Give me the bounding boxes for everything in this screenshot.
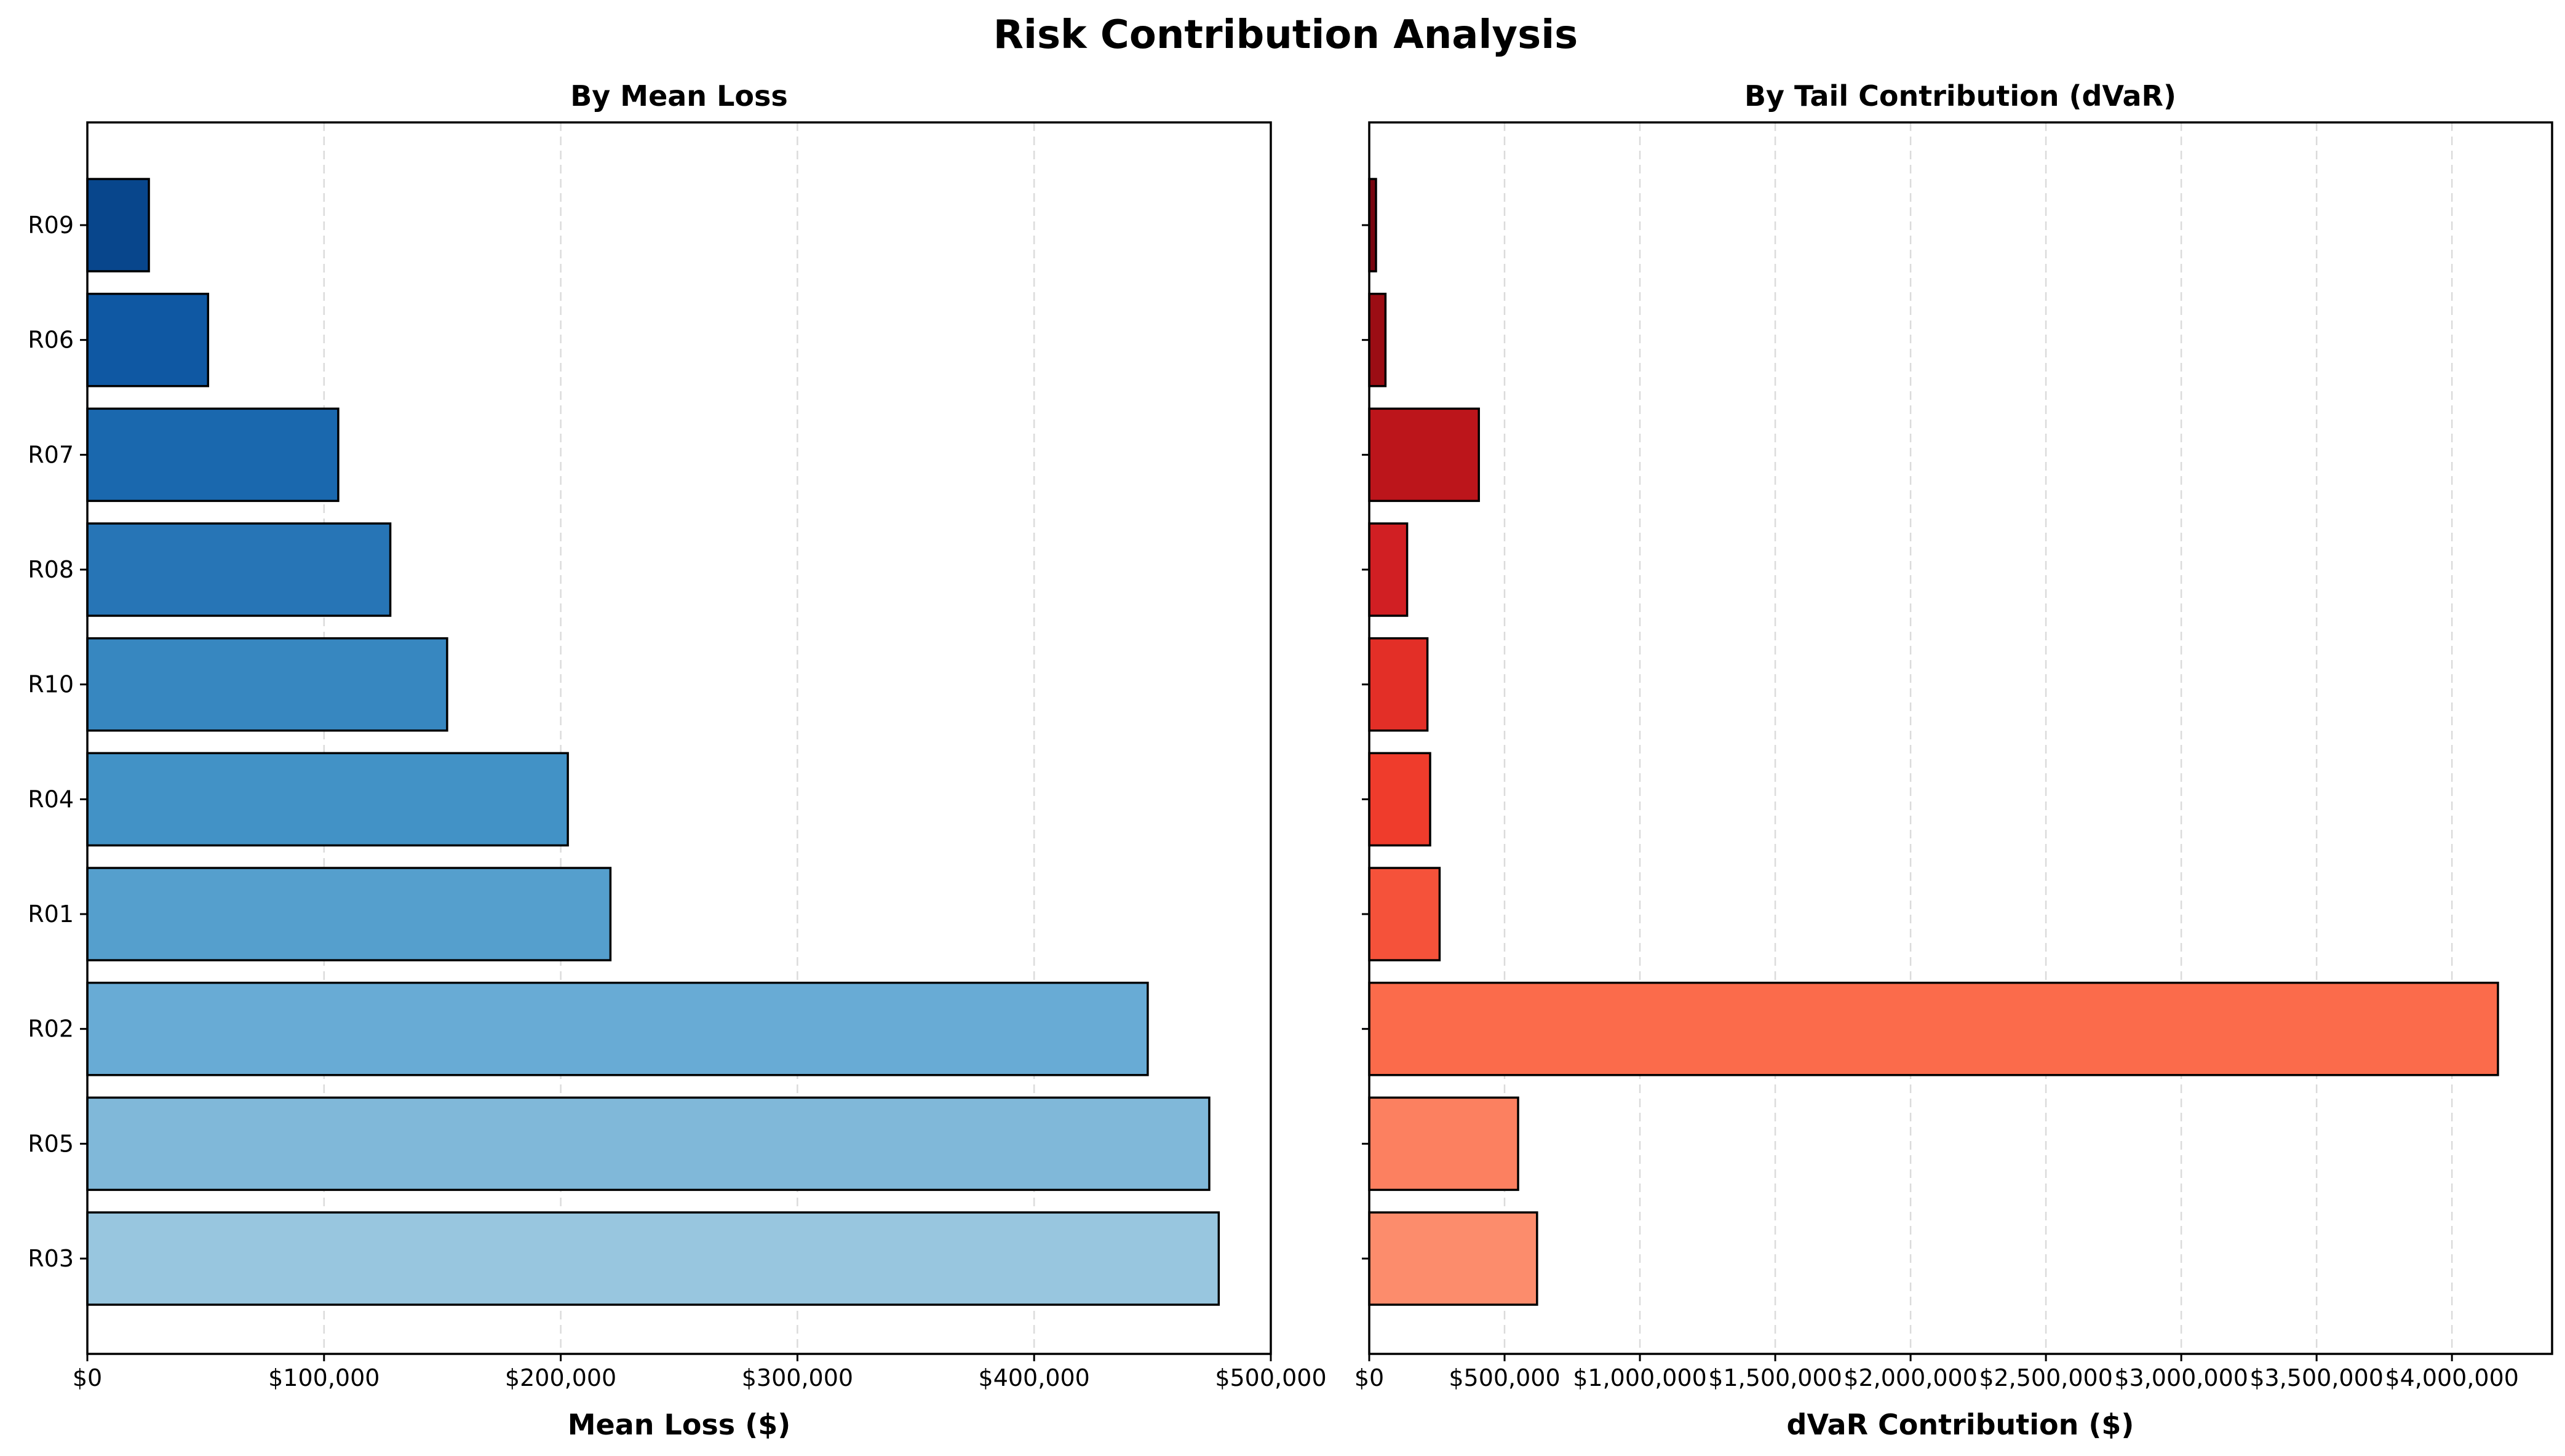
dvar-x-tick-label: $2,000,000 bbox=[1843, 1364, 1978, 1391]
dvar-x-tick-label: $3,500,000 bbox=[2249, 1364, 2384, 1391]
dvar-x-tick-label: $0 bbox=[1354, 1364, 1384, 1391]
mean-loss-x-tick-label: $300,000 bbox=[742, 1364, 853, 1391]
mean-loss-y-tick-label: R07 bbox=[28, 441, 74, 468]
mean-loss-panel-title: By Mean Loss bbox=[570, 79, 788, 113]
mean-loss-y-ticks: R09 R06 R07 R08 R10 R04 R01 R02 R05 R03 bbox=[28, 212, 87, 1272]
mean-loss-y-tick-label: R03 bbox=[28, 1245, 74, 1272]
dvar-bar-r01 bbox=[1368, 867, 1441, 961]
mean-loss-bar-r01 bbox=[86, 867, 612, 961]
mean-loss-y-tick-label: R06 bbox=[28, 327, 74, 354]
dvar-x-tick-label: $2,500,000 bbox=[1979, 1364, 2113, 1391]
dvar-bar-r04 bbox=[1368, 752, 1431, 847]
dvar-x-tick-label: $3,000,000 bbox=[2114, 1364, 2248, 1391]
dvar-bar-r02 bbox=[1368, 981, 2499, 1076]
mean-loss-y-tick-label: R02 bbox=[28, 1016, 74, 1043]
mean-loss-bar-r03 bbox=[86, 1211, 1220, 1306]
mean-loss-bar-r04 bbox=[86, 752, 569, 847]
dvar-y-ticks bbox=[1362, 224, 1369, 1260]
mean-loss-y-tick-label: R08 bbox=[28, 556, 74, 583]
mean-loss-panel: By Mean Loss R09 R06 R07 R08 R10 R04 R01 R02 R05… bbox=[28, 79, 1326, 1441]
mean-loss-bar-r08 bbox=[86, 522, 392, 617]
dvar-bar-r10 bbox=[1368, 637, 1429, 732]
figure-title: Risk Contribution Analysis bbox=[993, 12, 1578, 58]
mean-loss-bars bbox=[86, 178, 1220, 1306]
dvar-x-tick-label: $500,000 bbox=[1449, 1364, 1560, 1391]
mean-loss-x-ticks: $0 $100,000 $200,000 $300,000 $400,000 $500,0… bbox=[73, 1354, 1327, 1391]
mean-loss-x-tick-label: $400,000 bbox=[979, 1364, 1090, 1391]
mean-loss-y-tick-label: R04 bbox=[28, 786, 74, 813]
dvar-x-axis-label: dVaR Contribution ($) bbox=[1787, 1408, 2134, 1441]
dvar-x-tick-label: $1,000,000 bbox=[1573, 1364, 1707, 1391]
dvar-bar-r08 bbox=[1368, 522, 1409, 617]
mean-loss-x-tick-label: $100,000 bbox=[268, 1364, 380, 1391]
dvar-bar-r07 bbox=[1368, 407, 1480, 503]
mean-loss-y-tick-label: R05 bbox=[28, 1130, 74, 1157]
dvar-x-tick-label: $4,000,000 bbox=[2385, 1364, 2519, 1391]
mean-loss-y-tick-label: R10 bbox=[28, 671, 74, 698]
mean-loss-bar-r05 bbox=[86, 1096, 1211, 1191]
dvar-x-ticks: $0 $500,000 $1,000,000 $1,500,000 $2,000,000… bbox=[1354, 1354, 2519, 1391]
dvar-x-tick-label: $1,500,000 bbox=[1708, 1364, 1842, 1391]
mean-loss-bar-r10 bbox=[86, 637, 448, 732]
dvar-bar-r05 bbox=[1368, 1096, 1519, 1191]
mean-loss-x-tick-label: $200,000 bbox=[505, 1364, 616, 1391]
mean-loss-y-tick-label: R01 bbox=[28, 901, 74, 928]
mean-loss-y-tick-label: R09 bbox=[28, 212, 74, 239]
mean-loss-bar-r02 bbox=[86, 981, 1149, 1076]
mean-loss-x-tick-label: $500,000 bbox=[1215, 1364, 1326, 1391]
dvar-plot-frame bbox=[1368, 121, 2553, 1355]
dvar-panel-title: By Tail Contribution (dVaR) bbox=[1744, 79, 2176, 113]
mean-loss-x-tick-label: $0 bbox=[73, 1364, 102, 1391]
dvar-bar-r06 bbox=[1368, 292, 1387, 388]
dvar-panel: By Tail Contribution (dVaR) $0 $500,000 $1… bbox=[1354, 79, 2553, 1441]
mean-loss-bar-r07 bbox=[86, 407, 340, 503]
mean-loss-x-axis-label: Mean Loss ($) bbox=[568, 1408, 791, 1441]
dvar-bars bbox=[1368, 178, 2499, 1306]
mean-loss-bar-r06 bbox=[86, 292, 209, 388]
dvar-bar-r03 bbox=[1368, 1211, 1538, 1306]
mean-loss-bar-r09 bbox=[86, 178, 150, 273]
mean-loss-plot-frame bbox=[86, 121, 1272, 1355]
